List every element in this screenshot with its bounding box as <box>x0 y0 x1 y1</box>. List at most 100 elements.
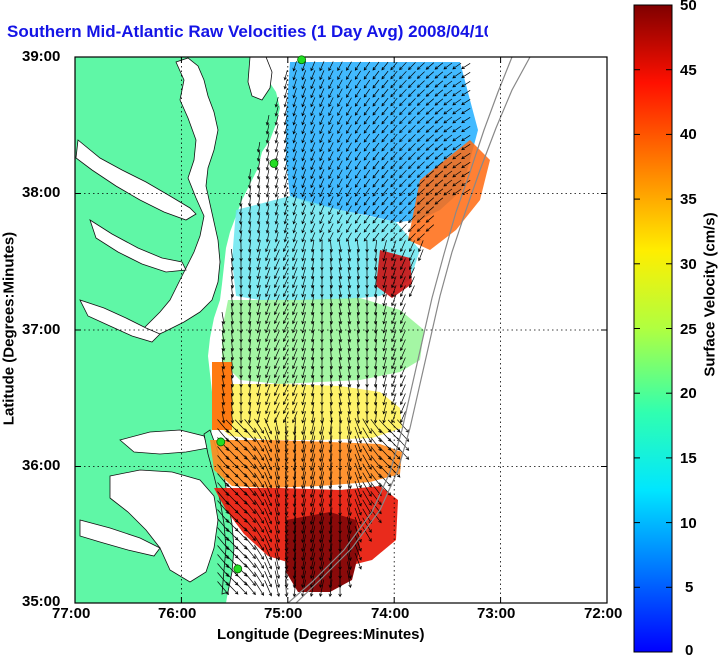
velocity-arrow <box>434 116 444 124</box>
velocity-arrow <box>244 563 256 578</box>
velocity-arrow <box>301 106 307 117</box>
velocity-arrow <box>416 197 425 205</box>
velocity-arrow <box>244 545 256 560</box>
velocity-arrow <box>256 169 261 180</box>
velocity-arrow <box>338 258 343 271</box>
velocity-arrow <box>301 276 306 289</box>
velocity-arrow <box>319 570 325 589</box>
velocity-arrow <box>256 375 261 388</box>
velocity-arrow <box>301 435 306 454</box>
isobath-line <box>287 57 513 603</box>
velocity-arrow <box>425 116 435 124</box>
velocity-arrow <box>283 223 288 234</box>
velocity-arrow <box>238 213 243 225</box>
velocity-arrow <box>434 197 444 205</box>
velocity-arrow <box>292 142 297 153</box>
velocity-arrow <box>381 115 389 125</box>
velocity-arrow <box>347 330 352 343</box>
velocity-arrow <box>319 151 325 162</box>
velocity-arrow <box>244 554 256 569</box>
velocity-arrow <box>347 435 352 454</box>
velocity-arrow <box>309 570 316 589</box>
velocity-arrow <box>301 426 306 445</box>
velocity-arrow <box>301 453 306 472</box>
velocity-arrow <box>283 178 288 189</box>
velocity-arrow <box>416 206 425 214</box>
velocity-arrow <box>346 187 352 197</box>
colorbar-tick-label: 15 <box>680 450 697 467</box>
colorbar-overlap <box>488 20 628 48</box>
velocity-arrow <box>301 348 306 361</box>
velocity-arrow <box>399 179 407 188</box>
velocity-arrow <box>363 61 371 71</box>
velocity-arrow <box>244 491 256 506</box>
velocity-arrow <box>416 116 425 124</box>
velocity-arrow <box>238 204 243 216</box>
velocity-arrow <box>265 339 271 352</box>
velocity-arrow <box>346 214 352 224</box>
velocity-arrow <box>283 88 288 99</box>
velocity-arrow <box>292 169 297 180</box>
velocity-arrow <box>301 444 306 463</box>
velocity-arrow <box>372 205 380 215</box>
velocity-arrow <box>309 525 316 544</box>
velocity-arrow <box>372 70 380 80</box>
velocity-arrow <box>425 98 435 106</box>
velocity-arrow <box>283 115 288 126</box>
velocity-arrow <box>310 187 316 198</box>
velocity-arrow <box>301 489 306 508</box>
velocity-arrow <box>407 62 416 71</box>
velocity-arrow <box>301 498 306 517</box>
velocity-arrow <box>310 232 316 243</box>
radar-station-marker <box>216 437 226 447</box>
x-tick-label: 74:00 <box>371 605 410 622</box>
velocity-arrow <box>370 491 382 506</box>
velocity-arrow <box>363 142 371 152</box>
velocity-arrow <box>292 357 298 370</box>
velocity-arrow <box>319 232 325 243</box>
velocity-arrow <box>354 124 361 134</box>
velocity-arrow <box>319 534 325 553</box>
velocity-arrow <box>452 98 462 106</box>
velocity-arrow <box>265 223 270 234</box>
velocity-arrow <box>265 160 270 171</box>
velocity-arrow <box>283 97 288 108</box>
velocity-arrow <box>254 427 264 443</box>
velocity-arrow <box>221 402 226 415</box>
velocity-arrow <box>292 384 298 397</box>
velocity-arrow <box>309 552 316 571</box>
velocity-arrow <box>338 267 343 280</box>
velocity-arrow <box>372 97 380 107</box>
velocity-arrow <box>221 330 226 343</box>
velocity-arrow <box>264 580 272 597</box>
velocity-arrow <box>347 240 352 253</box>
velocity-arrow <box>354 97 361 107</box>
velocity-arrow <box>310 411 315 424</box>
pamlico-river <box>79 519 161 557</box>
velocity-arrow <box>310 106 316 117</box>
velocity-arrow <box>443 179 453 187</box>
velocity-arrow <box>338 276 343 289</box>
velocity-arrow <box>273 402 280 415</box>
velocity-arrow <box>292 133 297 144</box>
velocity-arrow <box>265 267 271 280</box>
velocity-arrow <box>292 232 297 243</box>
velocity-arrow <box>301 285 306 298</box>
velocity-arrow <box>284 507 289 526</box>
velocity-arrow <box>254 544 264 560</box>
velocity-arrow <box>274 178 279 189</box>
velocity-arrow <box>363 214 371 224</box>
velocity-arrow <box>292 196 297 207</box>
velocity-arrow <box>301 133 307 144</box>
velocity-arrow <box>347 312 352 325</box>
colorbar-tick-label: 0 <box>685 642 694 659</box>
velocity-arrow <box>347 366 352 379</box>
velocity-arrow <box>434 134 444 142</box>
velocity-arrow <box>256 384 261 397</box>
velocity-arrow <box>310 88 316 99</box>
velocity-arrow <box>309 435 316 454</box>
velocity-arrow <box>244 482 256 497</box>
velocity-arrow <box>407 161 416 170</box>
velocity-arrow <box>354 151 361 161</box>
velocity-arrow <box>407 107 416 116</box>
